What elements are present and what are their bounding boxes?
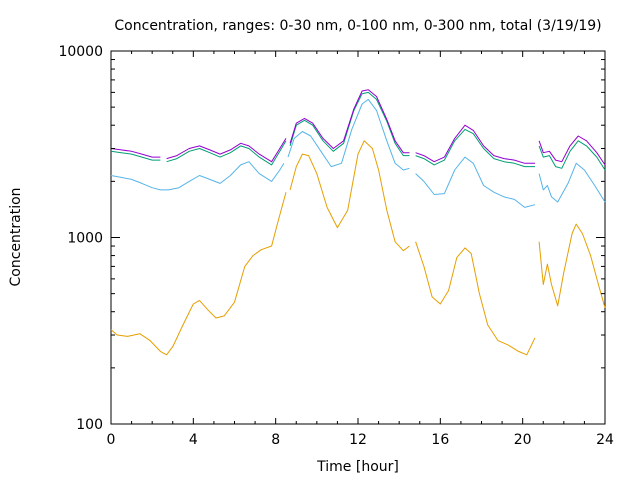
x-tick-label: 0 <box>107 432 116 448</box>
y-tick-label: 10000 <box>58 44 103 60</box>
chart-title: Concentration, ranges: 0-30 nm, 0-100 nm… <box>114 18 601 34</box>
x-axis-label: Time [hour] <box>316 459 399 475</box>
x-tick-label: 8 <box>271 432 280 448</box>
y-axis-label: Concentration <box>8 187 24 286</box>
series-2-segment-3 <box>415 128 535 168</box>
x-tick-label: 16 <box>431 432 449 448</box>
series-3-segment-3 <box>415 124 535 164</box>
series-0-segment-2 <box>415 241 536 356</box>
series-0-segment-3 <box>538 223 606 308</box>
series-3-segment-0 <box>110 148 161 158</box>
series-3-segment-1 <box>166 138 287 163</box>
tick-layer: 0 4 8 12 16 20 24 100 1000 10000 <box>58 44 614 448</box>
series-2-segment-1 <box>166 140 287 166</box>
series-2-segment-2 <box>289 91 410 157</box>
series-0-segment-0 <box>110 192 287 356</box>
series-layer <box>110 89 606 356</box>
x-tick-label: 12 <box>349 432 367 448</box>
series-0-segment-1 <box>289 140 410 252</box>
y-tick-label: 100 <box>76 417 103 433</box>
plot-frame <box>110 50 606 425</box>
y-tick-label: 1000 <box>67 231 103 247</box>
series-2-segment-4 <box>538 140 606 171</box>
series-1-segment-1 <box>287 98 410 171</box>
series-1-segment-0 <box>110 161 285 191</box>
series-1-segment-2 <box>415 156 536 208</box>
x-tick-label: 4 <box>189 432 198 448</box>
x-tick-label: 20 <box>514 432 532 448</box>
series-3-segment-2 <box>289 89 410 154</box>
series-3-segment-4 <box>538 135 606 166</box>
x-tick-label: 24 <box>596 432 614 448</box>
series-2-segment-0 <box>110 150 161 161</box>
series-1-segment-3 <box>538 162 606 203</box>
